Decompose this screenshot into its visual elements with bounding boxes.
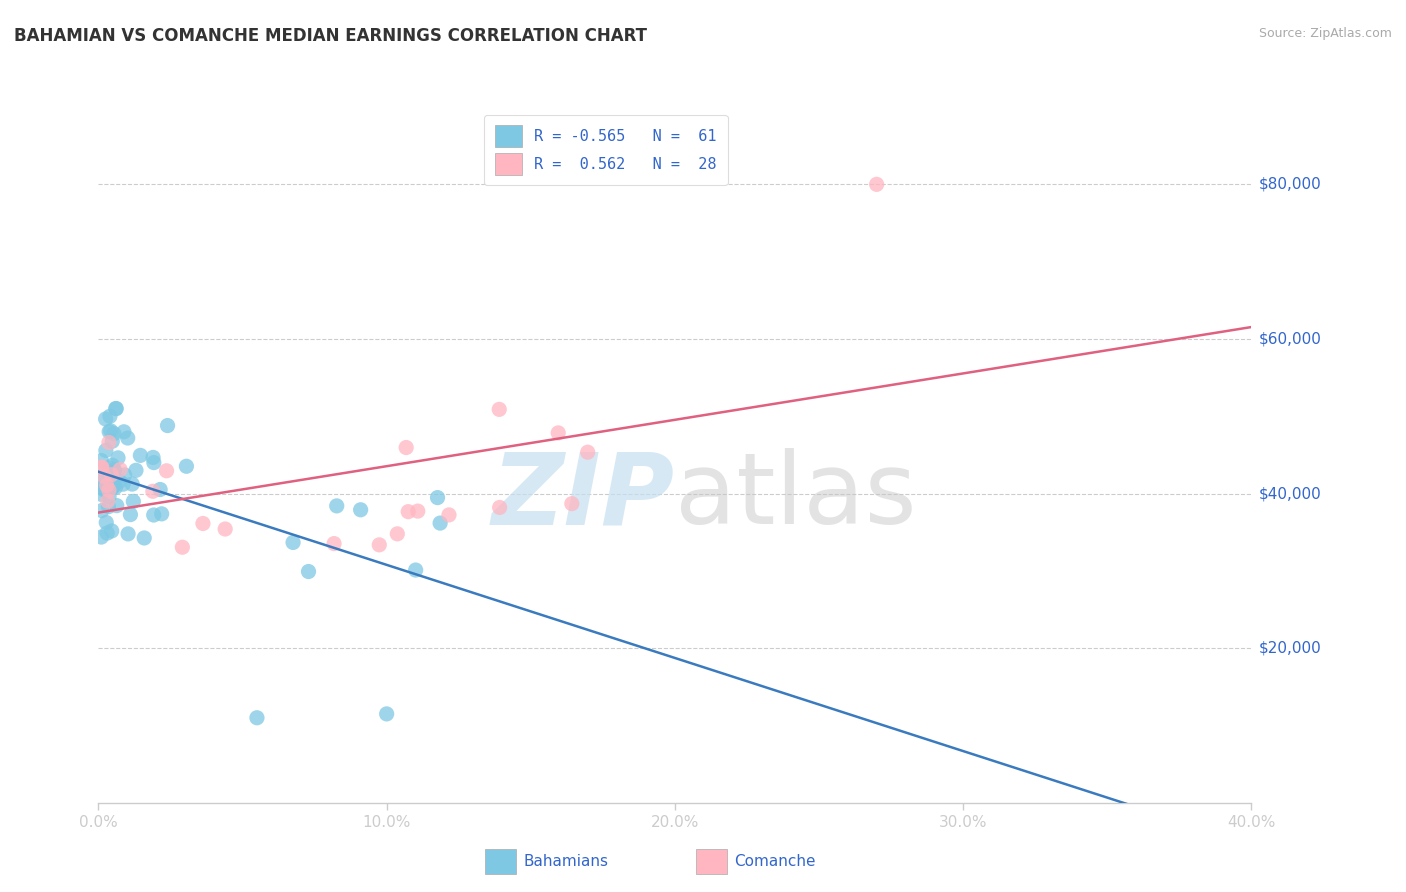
Point	[176, 459, 198, 474]
Point	[120, 508, 142, 522]
Point	[90, 530, 112, 544]
Point	[90, 503, 112, 517]
Point	[100, 424, 122, 438]
Point	[97, 494, 120, 508]
Point	[325, 499, 347, 513]
Point	[156, 418, 179, 433]
Point	[93, 469, 115, 483]
Point	[406, 504, 429, 518]
Point	[349, 503, 371, 517]
Point	[375, 706, 398, 721]
Point	[101, 458, 124, 473]
Point	[122, 494, 145, 508]
Point	[100, 524, 122, 538]
Point	[90, 487, 112, 501]
Text: $80,000: $80,000	[1258, 177, 1322, 192]
Point	[395, 441, 418, 455]
Legend: R = -0.565   N =  61, R =  0.562   N =  28: R = -0.565 N = 61, R = 0.562 N = 28	[484, 115, 727, 186]
Point	[94, 412, 117, 426]
Point	[488, 402, 510, 417]
Point	[114, 467, 136, 482]
Point	[142, 456, 165, 470]
Point	[112, 425, 135, 439]
Point	[103, 477, 125, 491]
Point	[97, 483, 120, 498]
Point	[172, 540, 194, 554]
Point	[93, 474, 115, 488]
Point	[437, 508, 460, 522]
Point	[191, 516, 214, 531]
Text: Bahamians: Bahamians	[523, 855, 607, 869]
Point	[368, 538, 391, 552]
Point	[405, 563, 427, 577]
Point	[94, 443, 117, 458]
Point	[323, 536, 346, 550]
Point	[97, 500, 120, 514]
Text: BAHAMIAN VS COMANCHE MEDIAN EARNINGS CORRELATION CHART: BAHAMIAN VS COMANCHE MEDIAN EARNINGS COR…	[14, 27, 647, 45]
Point	[90, 460, 112, 475]
Point	[98, 475, 121, 490]
Point	[134, 531, 156, 545]
Point	[104, 480, 127, 494]
Point	[246, 711, 269, 725]
Point	[488, 500, 510, 515]
Text: ZIP: ZIP	[492, 448, 675, 545]
Point	[387, 526, 409, 541]
Point	[101, 480, 124, 494]
Point	[103, 426, 125, 441]
Point	[101, 480, 124, 494]
Point	[105, 499, 128, 513]
Point	[96, 526, 118, 541]
Point	[112, 477, 135, 491]
Point	[96, 478, 118, 492]
Point	[117, 431, 139, 445]
Point	[108, 462, 131, 476]
Point	[90, 453, 112, 467]
Point	[97, 435, 120, 450]
Point	[98, 425, 121, 439]
Text: Comanche: Comanche	[734, 855, 815, 869]
Point	[149, 483, 172, 497]
Point	[155, 464, 177, 478]
Point	[105, 401, 128, 416]
Point	[98, 489, 121, 503]
Point	[104, 401, 127, 416]
Point	[866, 178, 889, 192]
Point	[297, 565, 319, 579]
Text: $40,000: $40,000	[1258, 486, 1322, 501]
Point	[90, 481, 112, 495]
Point	[108, 474, 131, 488]
Point	[214, 522, 236, 536]
Point	[426, 491, 449, 505]
Point	[90, 460, 112, 475]
Point	[117, 527, 139, 541]
Point	[103, 463, 125, 477]
Point	[576, 445, 599, 459]
Point	[107, 450, 129, 465]
Point	[96, 516, 118, 530]
Point	[142, 484, 165, 499]
Point	[281, 535, 304, 549]
Point	[93, 483, 115, 497]
Point	[100, 467, 122, 482]
Text: $60,000: $60,000	[1258, 332, 1322, 346]
Point	[142, 508, 165, 522]
Point	[98, 409, 121, 424]
Point	[125, 463, 148, 477]
Point	[93, 467, 115, 482]
Text: atlas: atlas	[675, 448, 917, 545]
Point	[561, 497, 583, 511]
Point	[103, 464, 125, 478]
Point	[396, 505, 419, 519]
Text: Source: ZipAtlas.com: Source: ZipAtlas.com	[1258, 27, 1392, 40]
Point	[142, 450, 165, 465]
Text: $20,000: $20,000	[1258, 640, 1322, 656]
Point	[129, 449, 152, 463]
Point	[547, 425, 569, 440]
Point	[97, 460, 120, 475]
Point	[121, 477, 143, 491]
Point	[101, 434, 124, 449]
Point	[150, 507, 173, 521]
Point	[429, 516, 451, 530]
